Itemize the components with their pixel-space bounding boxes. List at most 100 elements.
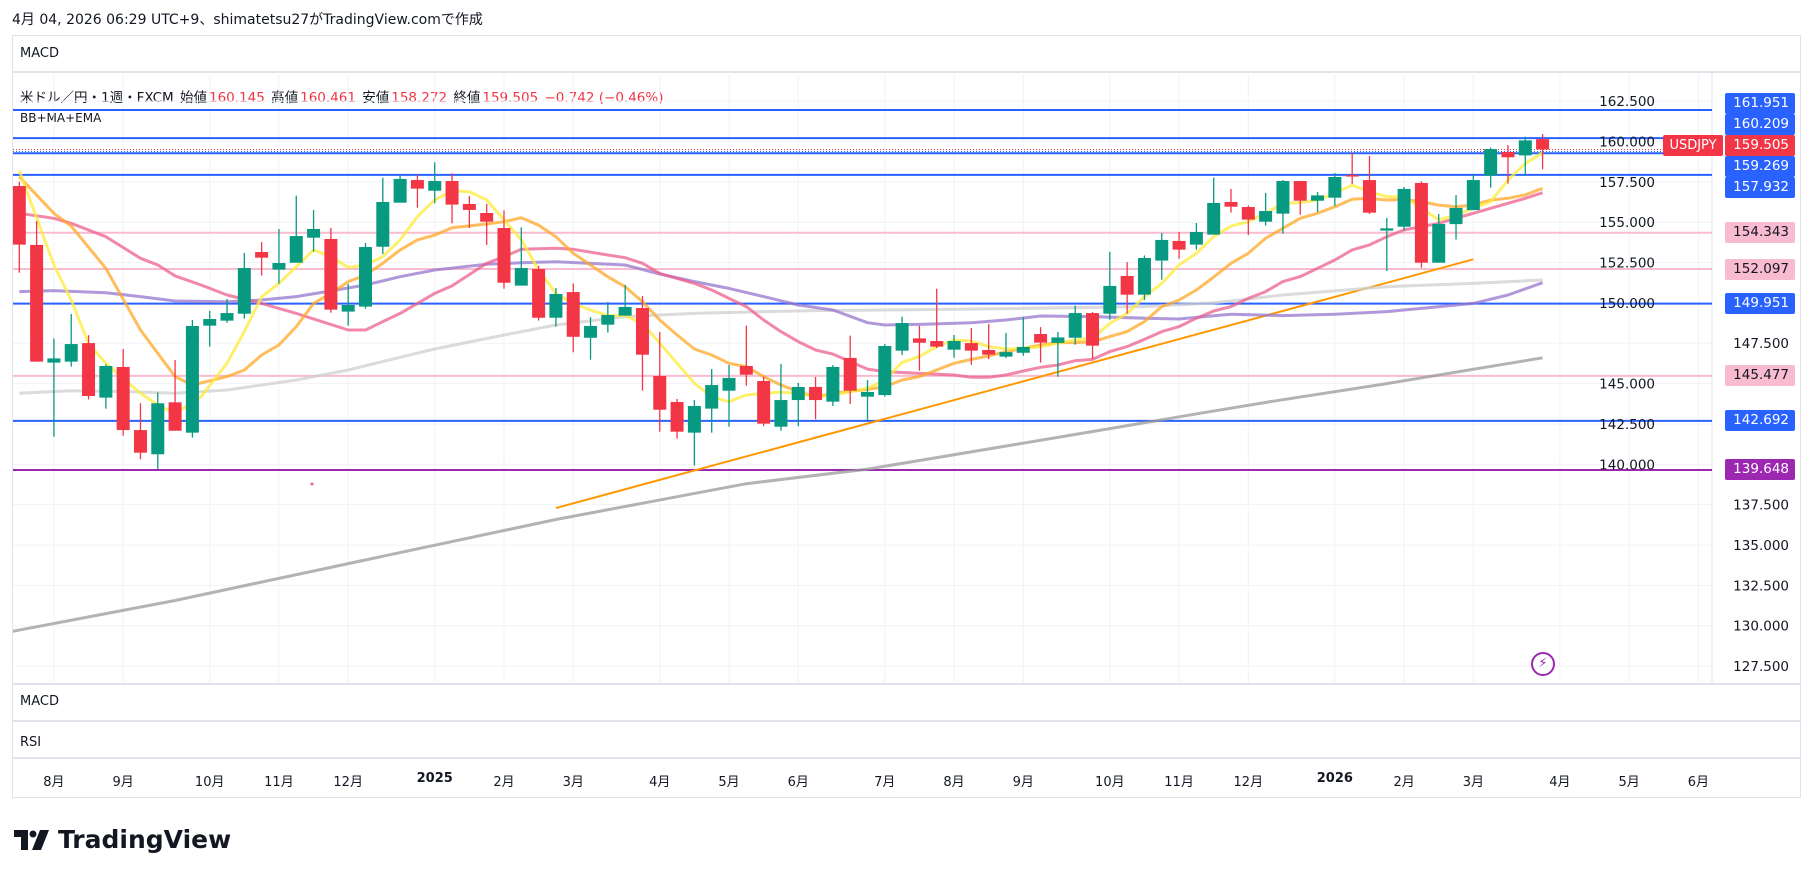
candle-body <box>64 344 78 362</box>
time-tick-label: 10月 <box>194 775 225 790</box>
candle-body <box>982 350 996 355</box>
level-price-label: 145.477 <box>1725 365 1795 387</box>
candle <box>912 325 926 371</box>
price-axis[interactable]: 127.500 130.000 132.500 135.000 137.500 140.0… <box>1599 94 1789 675</box>
time-tick-label: 8月 <box>43 775 65 790</box>
candle-body <box>514 268 528 286</box>
candle <box>185 319 199 438</box>
candle-body <box>116 366 130 431</box>
candle <box>982 324 996 360</box>
candle-body <box>445 181 459 205</box>
price-tick-label: 130.000 <box>1733 619 1789 635</box>
indicator-legend[interactable]: BB+MA+EMA <box>20 111 102 125</box>
candle <box>324 227 338 313</box>
symbol-legend: 米ドル／円・1週・FXCM 始値 160.145 高値 160.461 安値 158.… <box>20 86 665 106</box>
candle-body <box>1414 182 1428 263</box>
marker-dot <box>310 482 314 486</box>
candle-body <box>1311 195 1325 201</box>
price-tick-label: 142.500 <box>1599 417 1655 433</box>
time-tick-label: 2025 <box>416 771 453 786</box>
level-price-label: 160.209 <box>1725 113 1795 135</box>
candle <box>635 295 649 391</box>
candle <box>1120 262 1134 314</box>
ema-fast-line <box>17 151 1544 415</box>
price-tick-label: 132.500 <box>1733 578 1789 594</box>
candle <box>220 299 234 323</box>
time-tick-label: 7月 <box>874 775 896 790</box>
candle <box>1466 175 1480 211</box>
candle-body <box>532 268 546 318</box>
candle-body <box>566 292 580 337</box>
price-tick-label: 137.500 <box>1733 498 1789 514</box>
price-tick-label: 157.500 <box>1599 175 1655 191</box>
candle <box>653 331 667 432</box>
candle-body <box>237 268 251 314</box>
low-label: 安値 <box>362 90 390 106</box>
candle <box>1276 180 1290 234</box>
level-price-label: 142.692 <box>1725 410 1795 432</box>
candle-body <box>220 313 234 321</box>
candle-body <box>826 366 840 402</box>
candle-body <box>82 343 96 397</box>
candle <box>1207 177 1221 235</box>
candle <box>1536 134 1550 170</box>
candle-body <box>1536 139 1550 150</box>
price-tick-label: 145.000 <box>1599 377 1655 393</box>
candle <box>757 376 771 427</box>
price-tick-label: 155.000 <box>1599 215 1655 231</box>
candle-body <box>947 340 961 350</box>
tradingview-logo[interactable]: TradingView <box>14 825 231 854</box>
time-tick-label: 2026 <box>1316 771 1353 786</box>
candle <box>203 310 217 347</box>
candle <box>1362 156 1376 214</box>
candle-body <box>1276 181 1290 214</box>
symbol-name[interactable]: 米ドル／円・1週・FXCM <box>20 90 174 106</box>
candle-body <box>912 338 926 343</box>
macd-pane-title: MACD <box>20 694 59 709</box>
moving-averages <box>13 151 1544 633</box>
candle <box>307 209 321 252</box>
level-price-label: 152.097 <box>1725 258 1795 280</box>
price-tick-label: 140.000 <box>1599 457 1655 473</box>
level-price-label: 139.648 <box>1725 459 1795 481</box>
candle-body <box>203 319 217 326</box>
candle <box>618 284 632 316</box>
time-tick-label: 8月 <box>943 775 965 790</box>
time-axis-divider <box>12 757 1801 759</box>
candle-body <box>1484 149 1498 176</box>
candle-body <box>289 236 303 263</box>
candle <box>584 317 598 360</box>
time-tick-label: 6月 <box>787 775 809 790</box>
open-label: 始値 <box>180 90 207 106</box>
candle <box>1501 145 1515 184</box>
lightning-icon[interactable]: ⚡ <box>1531 652 1555 676</box>
rsi-pane-title: RSI <box>20 735 42 750</box>
candle-body <box>255 252 269 258</box>
level-price-label: 149.951 <box>1725 293 1795 315</box>
candle-body <box>341 304 355 312</box>
pane-divider[interactable] <box>12 683 1801 685</box>
candle <box>1155 233 1169 280</box>
candle-body <box>601 314 615 325</box>
candle <box>359 243 372 309</box>
close-label: 終値 <box>453 90 481 106</box>
candle-body <box>13 186 26 245</box>
candle <box>532 265 546 321</box>
candle <box>878 344 892 397</box>
open-value: 160.145 <box>209 90 265 106</box>
candle-body <box>1086 313 1100 346</box>
candle-body <box>1051 337 1065 343</box>
time-tick-label: 4月 <box>1549 775 1571 790</box>
candle-body <box>1259 211 1273 222</box>
level-price-label: 159.269 <box>1725 155 1795 177</box>
pane-divider[interactable] <box>12 720 1801 722</box>
candle <box>445 173 459 224</box>
pane-divider[interactable] <box>12 71 1801 73</box>
candle-body <box>1016 346 1030 353</box>
candle <box>739 325 753 386</box>
candle <box>1189 222 1203 250</box>
candle-body <box>774 400 788 427</box>
candle-body <box>687 406 701 433</box>
candle <box>566 283 580 353</box>
